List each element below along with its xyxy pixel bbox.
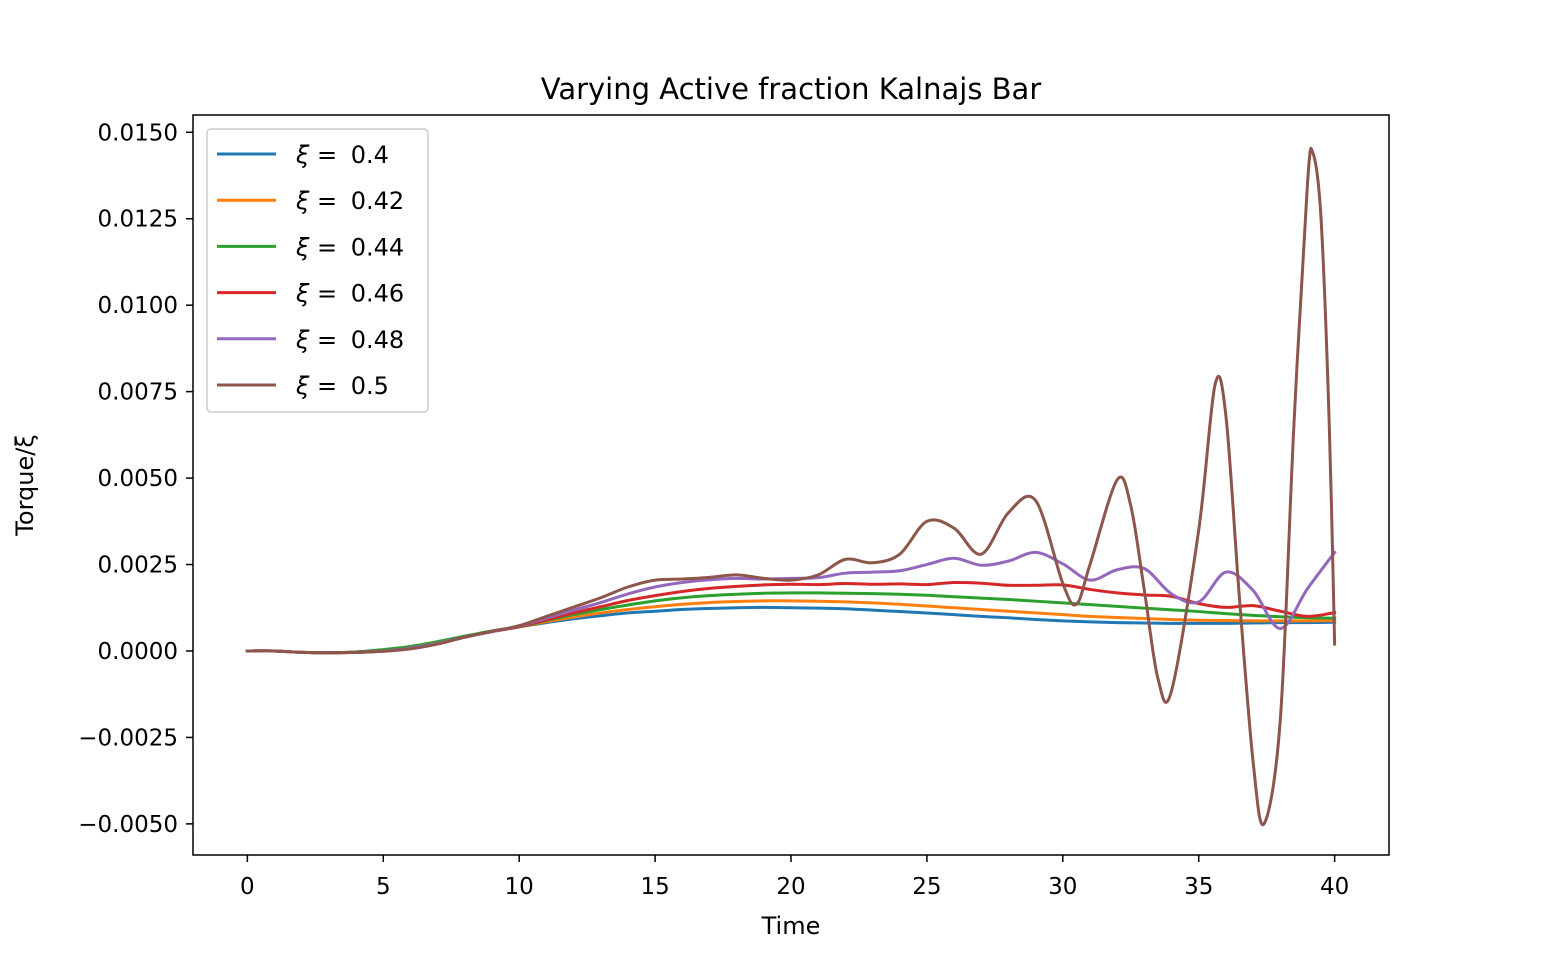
x-tick-label: 15 [640, 874, 669, 900]
legend-value: 0.42 [351, 187, 404, 215]
legend-label-2: ξ = 0.42 [295, 187, 404, 215]
y-axis-label: Torque/ξ [11, 434, 39, 536]
x-tick-label: 5 [376, 874, 391, 900]
y-axis: −0.0050 −0.0025 0.0000 0.0025 0.0050 0.0075 0.… [78, 120, 193, 838]
legend-label-5: ξ = 0.48 [295, 326, 404, 354]
y-tick-label: 0.0125 [98, 207, 178, 233]
y-tick-label: 0.0075 [98, 380, 178, 406]
legend-box [206, 128, 429, 413]
y-tick-label: 0.0050 [98, 466, 178, 492]
legend-prefix: ξ = [295, 187, 345, 215]
x-tick-label: 30 [1048, 874, 1077, 900]
legend-label-1: ξ = 0.4 [295, 141, 389, 169]
y-tick-label: 0.0150 [98, 120, 178, 146]
plot-lines [245, 146, 1337, 827]
series-line-3 [245, 591, 1337, 655]
legend-value: 0.46 [351, 280, 404, 308]
legend-prefix: ξ = [295, 326, 345, 354]
x-tick-label: 40 [1320, 874, 1349, 900]
legend-label-4: ξ = 0.46 [295, 280, 404, 308]
y-tick-label: −0.0050 [78, 812, 178, 838]
chart-title: Varying Active fraction Kalnajs Bar [541, 72, 1042, 106]
legend-prefix: ξ = [295, 280, 345, 308]
y-tick-label: −0.0025 [78, 725, 178, 751]
x-tick-label: 35 [1184, 874, 1213, 900]
x-tick-label: 0 [240, 874, 255, 900]
legend-value: 0.5 [351, 372, 389, 400]
legend-value: 0.48 [351, 326, 404, 354]
legend-prefix: ξ = [295, 141, 345, 169]
legend-prefix: ξ = [295, 233, 345, 261]
y-tick-label: 0.0000 [98, 639, 178, 665]
legend-prefix: ξ = [295, 372, 345, 400]
y-tick-label: 0.0100 [98, 293, 178, 319]
legend-value: 0.4 [351, 141, 389, 169]
legend: ξ = 0.4ξ = 0.42ξ = 0.44ξ = 0.46ξ = 0.48ξ… [206, 128, 429, 413]
legend-value: 0.44 [351, 233, 404, 261]
legend-label-3: ξ = 0.44 [295, 233, 404, 261]
x-tick-label: 25 [912, 874, 941, 900]
x-tick-label: 20 [776, 874, 805, 900]
x-axis-label: Time [761, 912, 821, 940]
x-axis: 0 5 10 15 20 25 30 35 40 [240, 855, 1349, 900]
y-tick-label: 0.0025 [98, 553, 178, 579]
x-tick-label: 10 [505, 874, 534, 900]
series-line-6 [245, 146, 1337, 827]
legend-label-6: ξ = 0.5 [295, 372, 389, 400]
